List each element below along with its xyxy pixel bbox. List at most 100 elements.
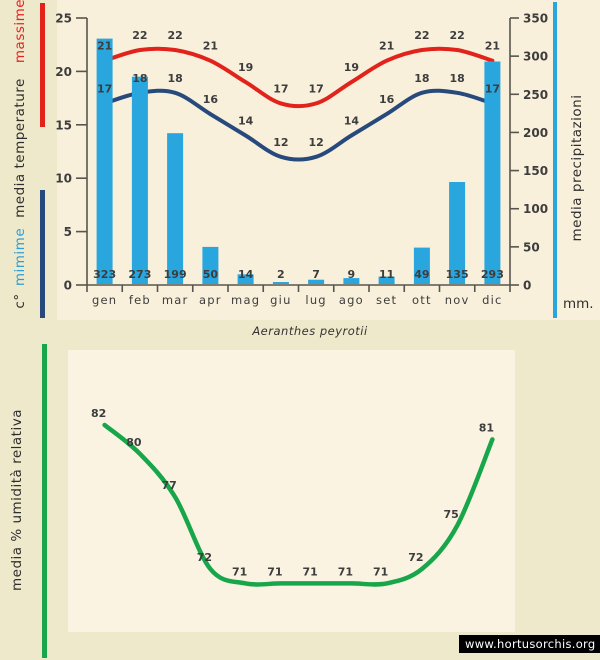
max-temp-value-mar: 22: [167, 29, 182, 42]
precip-bar-giu: [272, 282, 289, 284]
precip-value-dic: 293: [481, 268, 504, 281]
axis-unit-mm: mm.: [563, 296, 594, 312]
data-labels: 323 273 199 50 14 2 7 9 11 49 135 293 21 22 22 21 19 17 17…: [93, 29, 504, 281]
watermark-url: www.hortusorchis.org: [459, 635, 600, 653]
humidity-value-ago: 71: [338, 565, 353, 578]
humidity-value-feb: 80: [126, 436, 142, 449]
precip-bar-apr: [202, 246, 219, 284]
precip-value-ago: 9: [348, 268, 356, 281]
left-axis-tick-15: 15: [55, 118, 72, 132]
month-label-ott: ott: [412, 293, 432, 307]
legend-line-massime-red: [40, 3, 45, 127]
max-temp-value-set: 21: [379, 40, 394, 53]
max-temperature-line: [102, 46, 495, 109]
month-label-lug: lug: [305, 293, 326, 307]
precip-value-mag: 14: [238, 268, 254, 281]
precip-bar-nov: [449, 182, 466, 284]
left-axis-tick-5: 5: [64, 225, 72, 239]
left-axis-tick-25: 25: [55, 12, 72, 26]
precip-bar-gen: [96, 38, 113, 284]
month-label-mag: mag: [231, 293, 260, 307]
min-temp-value-nov: 18: [449, 72, 464, 85]
precip-bar-feb: [131, 76, 148, 284]
right-axis-tick-50: 50: [523, 240, 540, 254]
min-temp-value-ott: 18: [414, 72, 429, 85]
chart-title-species: Aeranthes peyrotii: [252, 324, 368, 338]
precip-bar-ago: [343, 278, 360, 284]
min-temp-value-dic: 17: [485, 82, 500, 95]
min-temp-value-feb: 18: [132, 72, 147, 85]
month-label-set: set: [376, 293, 397, 307]
humidity-value-set: 71: [373, 565, 388, 578]
humidity-value-apr: 72: [197, 551, 212, 564]
precip-value-set: 11: [379, 268, 394, 281]
left-axis-tick-0: 0: [64, 279, 72, 293]
min-temp-value-set: 16: [379, 93, 395, 106]
precipitation-bars: [96, 38, 501, 284]
precip-value-apr: 50: [203, 268, 219, 281]
min-temp-value-giu: 12: [273, 136, 288, 149]
month-label-gen: gen: [92, 293, 117, 307]
max-temp-value-dic: 21: [485, 40, 500, 53]
min-temp-value-gen: 17: [97, 82, 112, 95]
month-label-nov: nov: [445, 293, 470, 307]
max-temp-value-gen: 21: [97, 40, 112, 53]
right-axis-tick-200: 200: [523, 126, 548, 140]
precip-bar-dic: [484, 61, 501, 284]
right-axis-tick-300: 300: [523, 50, 548, 64]
humidity-chart: 82 80 77 72 71 71 71 71 71 72 75 81: [91, 407, 495, 587]
precip-value-mar: 199: [164, 268, 187, 281]
right-axis-tick-0: 0: [523, 279, 531, 293]
legend-line-mimime-navy: [40, 190, 45, 318]
precip-bar-lug: [308, 279, 325, 284]
month-label-apr: apr: [199, 293, 222, 307]
humidity-value-mag: 71: [232, 565, 247, 578]
max-temp-value-apr: 21: [203, 40, 218, 53]
humidity-value-mar: 77: [161, 479, 176, 492]
precip-value-lug: 7: [312, 268, 320, 281]
max-temp-value-lug: 17: [308, 82, 323, 95]
precip-value-giu: 2: [277, 268, 285, 281]
month-label-ago: ago: [339, 293, 364, 307]
max-temp-value-giu: 17: [273, 82, 288, 95]
right-axis-tick-250: 250: [523, 88, 548, 102]
precip-bar-set: [378, 276, 395, 284]
precip-value-feb: 273: [128, 268, 151, 281]
max-temp-value-feb: 22: [132, 29, 147, 42]
precip-bar-ott: [413, 247, 430, 284]
humidity-line: [102, 422, 495, 587]
legend-line-precipitazioni-cyan: [553, 2, 557, 318]
humidity-value-giu: 71: [267, 565, 282, 578]
left-axis-tick-20: 20: [55, 65, 72, 79]
min-temp-value-lug: 12: [308, 136, 323, 149]
precip-bar-mar: [167, 133, 184, 284]
precip-value-nov: 135: [446, 268, 469, 281]
precip-value-ott: 49: [414, 268, 429, 281]
right-axis-tick-350: 350: [523, 12, 548, 26]
min-temp-value-ago: 14: [344, 114, 360, 127]
right-axis-tick-100: 100: [523, 202, 548, 216]
precip-bar-mag: [237, 274, 254, 284]
max-temp-value-ott: 22: [414, 29, 429, 42]
min-temp-value-mag: 14: [238, 114, 254, 127]
left-axis-tick-10: 10: [55, 172, 72, 186]
month-label-giu: giu: [270, 293, 291, 307]
max-temp-value-nov: 22: [449, 29, 464, 42]
humidity-value-ott: 72: [408, 551, 423, 564]
max-temp-value-ago: 19: [344, 61, 359, 74]
max-temp-value-mag: 19: [238, 61, 253, 74]
min-temperature-line: [102, 88, 495, 162]
humidity-value-dic: 81: [479, 421, 494, 434]
precip-value-gen: 323: [93, 268, 116, 281]
humidity-value-gen: 82: [91, 407, 106, 420]
month-label-feb: feb: [129, 293, 151, 307]
month-label-dic: dic: [482, 293, 502, 307]
month-label-mar: mar: [162, 293, 189, 307]
min-temp-value-mar: 18: [167, 72, 182, 85]
humidity-value-lug: 71: [302, 565, 317, 578]
humidity-value-nov: 75: [443, 508, 458, 521]
